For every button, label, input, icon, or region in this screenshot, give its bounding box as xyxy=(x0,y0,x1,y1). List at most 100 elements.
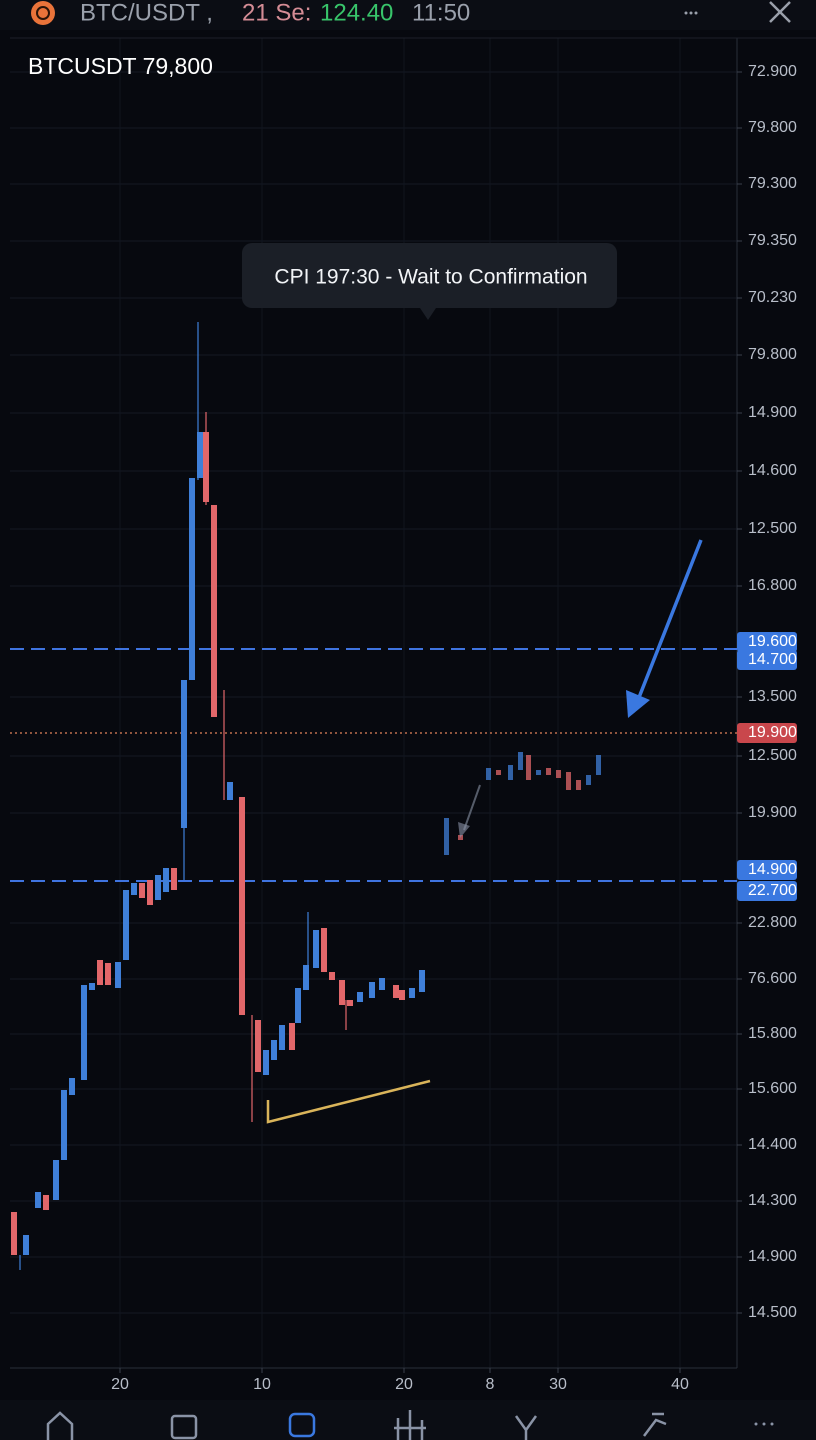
candle xyxy=(115,962,121,988)
tooltip-pointer xyxy=(420,308,436,320)
candle xyxy=(239,797,245,1015)
candle xyxy=(369,982,375,998)
price-label: 14.900 xyxy=(748,861,797,878)
nav-more[interactable] xyxy=(754,1422,774,1426)
candle xyxy=(526,755,531,780)
price-label: 12.500 xyxy=(748,747,797,764)
nav-chart[interactable] xyxy=(288,1412,316,1438)
time-label: 40 xyxy=(671,1376,689,1393)
nav-bar xyxy=(0,1400,816,1440)
candle xyxy=(508,765,513,780)
symbol-label: BTCUSDT 79,800 xyxy=(28,53,213,79)
date-label: 21 Se: xyxy=(242,0,311,26)
candle xyxy=(123,890,129,960)
candle xyxy=(586,775,591,785)
candle xyxy=(279,1025,285,1050)
candle xyxy=(35,1192,41,1208)
price-label: 14.700 xyxy=(748,651,797,668)
candle xyxy=(496,770,501,775)
time-label: 10 xyxy=(253,1376,271,1393)
price-label: 79.300 xyxy=(748,175,797,192)
time-label: 11:50 xyxy=(412,0,470,26)
candle xyxy=(23,1235,29,1255)
candle xyxy=(518,752,523,770)
nav-orders[interactable] xyxy=(514,1415,538,1440)
candle xyxy=(339,980,345,1005)
gray-arrow xyxy=(463,784,481,831)
candle xyxy=(105,963,111,985)
price-label: 124.40 xyxy=(320,0,393,26)
candle xyxy=(211,505,217,717)
candle xyxy=(255,1020,261,1072)
dot xyxy=(754,1422,758,1426)
candle xyxy=(303,965,309,990)
candle xyxy=(43,1195,49,1210)
price-label: 22.800 xyxy=(748,914,797,931)
candle xyxy=(69,1078,75,1095)
candle xyxy=(566,772,571,790)
app-logo[interactable] xyxy=(31,1,55,25)
nav-home[interactable] xyxy=(46,1411,74,1440)
dot xyxy=(689,11,693,15)
candle xyxy=(189,478,195,680)
candle xyxy=(163,868,169,892)
blue-arrow-head xyxy=(626,690,650,718)
candle xyxy=(53,1160,59,1200)
candle xyxy=(131,883,137,895)
candle xyxy=(181,680,187,828)
dot xyxy=(770,1422,774,1426)
candle xyxy=(399,990,405,1000)
candle xyxy=(203,432,209,502)
nav-tools[interactable] xyxy=(643,1412,667,1437)
price-label: 15.800 xyxy=(748,1025,797,1042)
price-tag xyxy=(737,650,797,670)
candle xyxy=(147,880,153,905)
blue-arrow[interactable] xyxy=(636,539,703,701)
nav-markets[interactable] xyxy=(170,1414,198,1440)
trendline[interactable] xyxy=(266,1079,431,1124)
price-label: 79.800 xyxy=(748,346,797,363)
dot xyxy=(684,11,688,15)
dot xyxy=(694,11,698,15)
candle xyxy=(444,818,449,855)
candle xyxy=(171,868,177,890)
price-label: 79.350 xyxy=(748,232,797,249)
price-label: 19.600 xyxy=(748,633,797,650)
price-tag xyxy=(737,860,797,880)
time-label: 8 xyxy=(486,1376,495,1393)
candle xyxy=(536,770,541,775)
candle xyxy=(155,875,161,900)
price-label: 19.900 xyxy=(748,804,797,821)
candle xyxy=(139,883,145,898)
nav-trade[interactable] xyxy=(394,1410,426,1440)
candle xyxy=(357,992,363,1002)
price-label: 22.700 xyxy=(748,882,797,899)
time-label: 30 xyxy=(549,1376,567,1393)
candle xyxy=(419,970,425,992)
close-button[interactable] xyxy=(769,1,791,23)
app-logo-mark xyxy=(36,6,50,20)
candle xyxy=(227,782,233,800)
time-label: 20 xyxy=(395,1376,413,1393)
price-label: 14.300 xyxy=(748,1192,797,1209)
price-label: 12.500 xyxy=(748,520,797,537)
price-label: 79.800 xyxy=(748,119,797,136)
price-label: 72.900 xyxy=(748,63,797,80)
projected-candles xyxy=(444,752,601,855)
gray-arrow-head xyxy=(458,822,470,838)
price-label: 70.230 xyxy=(748,289,797,306)
candle xyxy=(556,770,561,778)
candle xyxy=(289,1023,295,1050)
price-label: 16.800 xyxy=(748,577,797,594)
time-label: 20 xyxy=(111,1376,129,1393)
menu-dots[interactable] xyxy=(684,11,698,15)
candle xyxy=(313,930,319,968)
candle xyxy=(546,768,551,775)
candle xyxy=(295,988,301,1023)
price-axis: 72.900 79.800 79.300 79.350 70.230 79.800 14.9… xyxy=(737,63,797,1321)
price-label: 76.600 xyxy=(748,970,797,987)
close-stroke xyxy=(769,1,791,23)
price-label: 14.600 xyxy=(748,462,797,479)
candle xyxy=(409,988,415,998)
